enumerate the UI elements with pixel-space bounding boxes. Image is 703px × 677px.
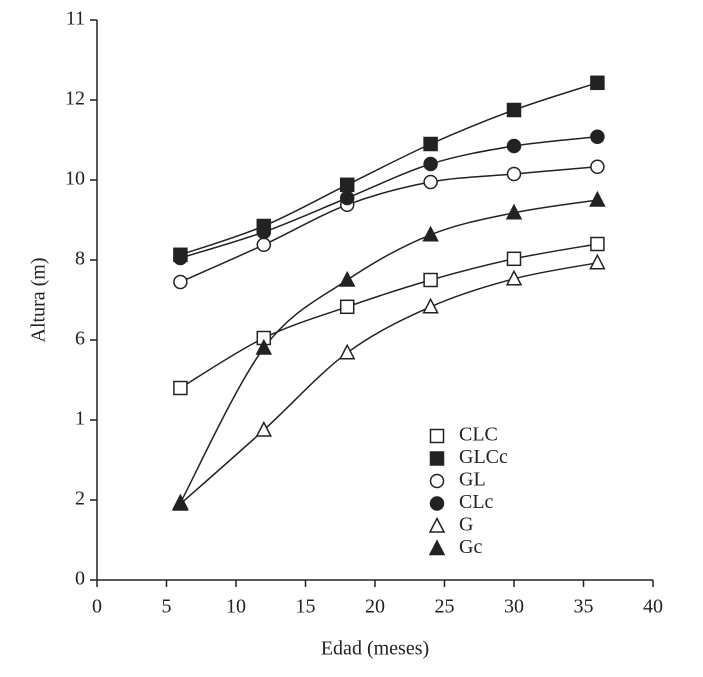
series-line — [179, 199, 598, 504]
y-tick-label: 1 — [75, 408, 85, 430]
legend-label: CLC — [459, 424, 498, 446]
data-point — [172, 493, 189, 510]
data-point — [506, 138, 522, 154]
data-point — [339, 177, 355, 193]
y-tick-label: 8 — [75, 248, 85, 270]
x-tick-label: 15 — [296, 596, 316, 618]
y-tick-label: 11 — [66, 8, 85, 30]
y-tick-label: 0 — [75, 568, 85, 590]
data-point — [173, 274, 188, 290]
x-tick-label: 35 — [574, 596, 594, 618]
legend-marker — [428, 539, 446, 556]
y-tick-label: 12 — [65, 88, 85, 110]
data-point — [590, 159, 605, 175]
data-point — [255, 338, 273, 355]
data-point — [590, 236, 605, 252]
legend-marker — [429, 428, 445, 444]
data-point — [423, 156, 438, 172]
data-point — [339, 190, 355, 206]
x-tick-label: 0 — [92, 596, 102, 618]
data-point — [423, 272, 438, 288]
y-tick-label: 10 — [65, 168, 85, 190]
x-tick-label: 20 — [365, 596, 385, 618]
y-axis-label: Altura (m) — [28, 258, 50, 343]
legend-marker — [429, 496, 445, 511]
data-point — [173, 380, 188, 396]
data-point — [505, 269, 523, 286]
data-point — [422, 297, 439, 314]
series-line — [179, 262, 598, 505]
x-tick-label: 25 — [435, 596, 455, 618]
data-point — [506, 102, 522, 118]
series-line — [180, 166, 598, 283]
data-point — [590, 75, 605, 91]
legend-label: GLCc — [459, 446, 508, 468]
data-point — [422, 225, 439, 242]
series-line — [180, 82, 598, 256]
data-point — [423, 174, 438, 190]
data-point — [423, 136, 438, 152]
legend-marker — [429, 473, 445, 489]
legend-marker — [429, 451, 445, 466]
y-tick-label: 2 — [75, 488, 85, 510]
legend-label: Gc — [459, 536, 482, 558]
y-tick-label: 6 — [75, 328, 85, 350]
data-point — [338, 270, 356, 287]
data-point — [255, 420, 273, 437]
legend-label: CLc — [459, 491, 494, 513]
x-axis-label: Edad (meses) — [321, 638, 429, 660]
data-point — [589, 253, 606, 270]
x-tick-label: 30 — [504, 596, 524, 618]
legend-label: G — [459, 514, 473, 536]
data-point — [256, 237, 272, 253]
data-point — [339, 299, 355, 315]
series-line — [180, 136, 598, 259]
x-tick-label: 10 — [226, 596, 246, 618]
data-point — [256, 224, 272, 240]
x-tick-label: 5 — [162, 596, 172, 618]
data-point — [505, 203, 523, 220]
legend-label: GL — [459, 469, 486, 491]
data-point — [338, 343, 356, 360]
data-point — [173, 250, 188, 266]
data-point — [506, 166, 522, 182]
data-point — [589, 190, 606, 207]
x-tick-label: 40 — [643, 596, 663, 618]
legend-marker — [428, 516, 446, 533]
data-point — [506, 251, 522, 267]
data-point — [590, 129, 605, 145]
series-line — [180, 243, 598, 389]
